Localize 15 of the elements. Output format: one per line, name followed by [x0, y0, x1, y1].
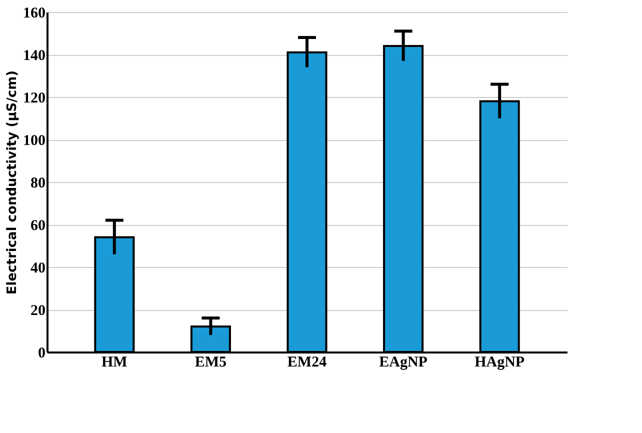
- y-tick-label: 0: [38, 346, 46, 362]
- y-tick-label: 140: [23, 48, 46, 64]
- y-tick-label: 60: [30, 218, 46, 234]
- y-axis-title: Electrical conductivity (µS/cm): [5, 70, 20, 295]
- y-tick-label: 40: [30, 260, 46, 276]
- x-tick-label: HAgNP: [474, 354, 525, 370]
- y-tick-label: 160: [23, 6, 46, 22]
- x-tick-label: EM5: [194, 354, 227, 370]
- y-tick-label: 20: [30, 303, 46, 319]
- x-tick-label: EM24: [287, 354, 328, 370]
- x-tick-label: HM: [101, 354, 128, 370]
- y-tick-label: 100: [23, 133, 46, 149]
- y-tick-label: 80: [30, 176, 46, 192]
- y-tick-label: 120: [23, 90, 46, 106]
- x-tick-label: EAgNP: [379, 354, 428, 370]
